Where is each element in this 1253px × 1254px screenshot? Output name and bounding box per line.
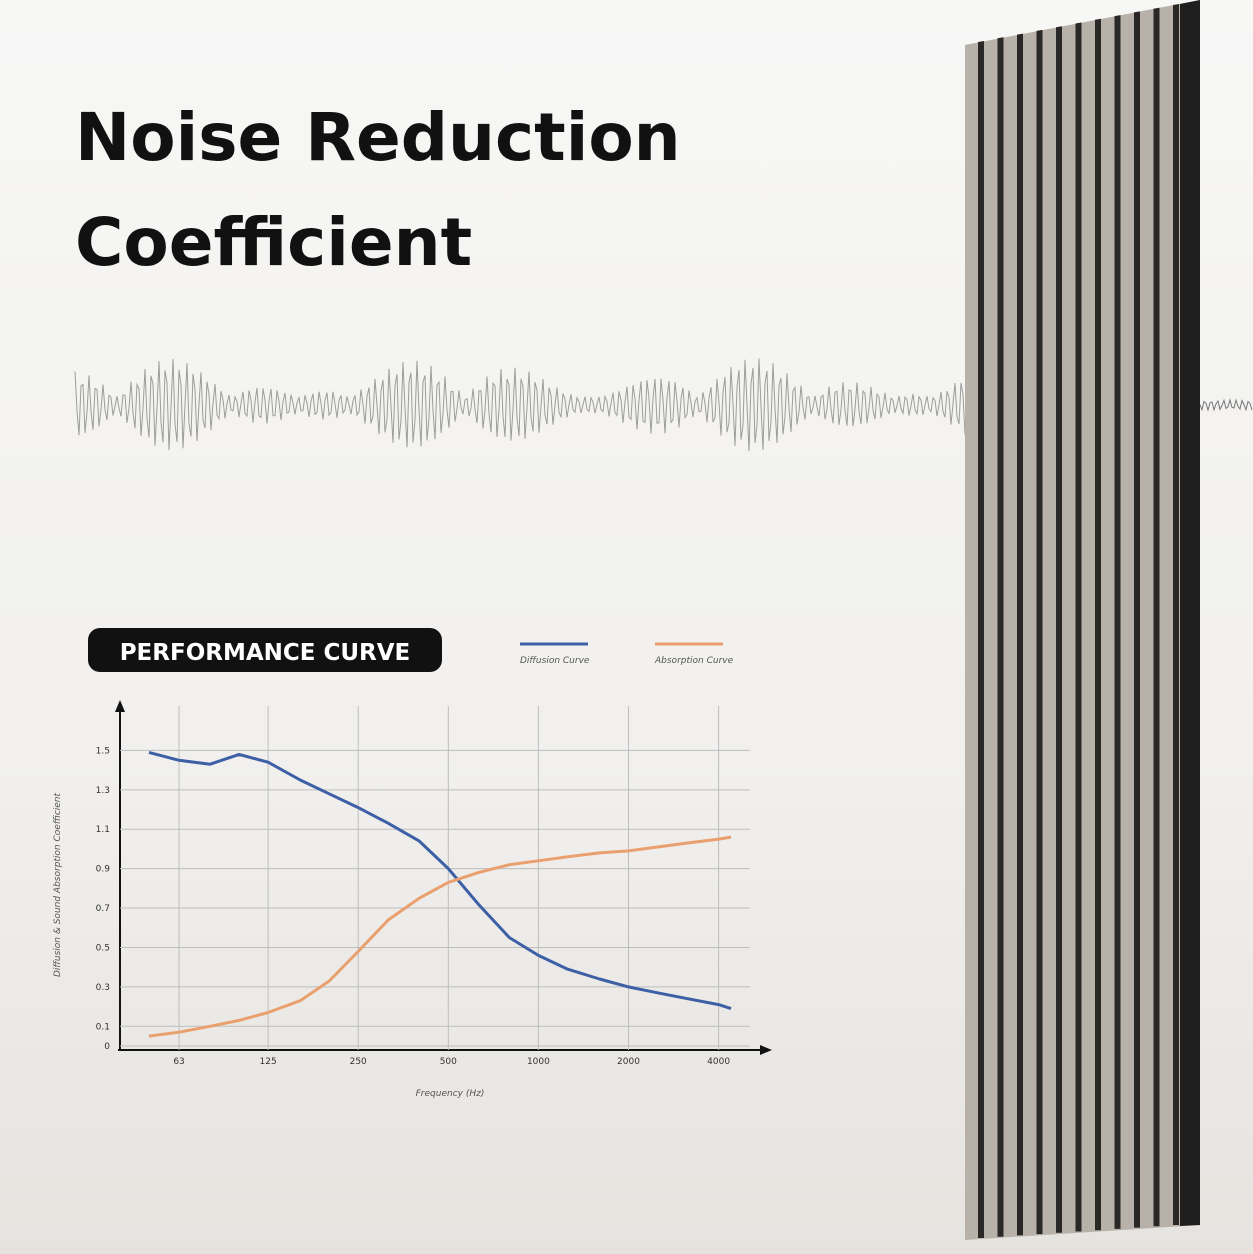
x-tick-label: 2000: [617, 1057, 640, 1067]
slat-gap: [1036, 29, 1043, 1235]
y-tick-label: 1.5: [96, 746, 110, 756]
title-line: Coefficient: [75, 204, 472, 281]
x-tick-label: 63: [173, 1057, 184, 1067]
slat-gap: [1153, 7, 1160, 1227]
x-tick-label: 250: [350, 1057, 367, 1067]
x-tick-label: 500: [440, 1057, 457, 1067]
wave-line: [1199, 398, 1253, 412]
y-tick-label: 0.7: [96, 904, 110, 914]
arrow: [115, 700, 125, 712]
waveform: [74, 358, 1253, 452]
legend-label: Absorption Curve: [654, 656, 734, 666]
badge: [88, 628, 442, 672]
arrow: [760, 1045, 772, 1055]
y-tick-label: 1.3: [96, 786, 110, 796]
slat-gap: [1114, 15, 1121, 1229]
x-axis-label: Frequency (Hz): [416, 1089, 485, 1099]
slat-gap: [1095, 18, 1101, 1231]
slat-gap: [1134, 11, 1140, 1228]
slat-gap: [978, 41, 984, 1238]
badge-text: PERFORMANCE CURVE: [120, 640, 411, 666]
plot: 0 0.1 0.3 0.5 0.7 0.9 1.1 1.3 1.5 63 125 250 500 1000…: [96, 700, 772, 1067]
slat-gap: [1173, 4, 1179, 1225]
title-line: Noise Reduction: [75, 99, 681, 176]
series-line: [148, 835, 732, 1038]
y-tick-label: 0.3: [96, 983, 110, 993]
y-tick-label: 0.1: [96, 1022, 110, 1032]
y-tick-label: 0.9: [96, 865, 111, 875]
slat-gap: [1017, 33, 1023, 1236]
x-tick-label: 1000: [527, 1057, 550, 1067]
wave-line: [74, 358, 1050, 452]
y-tick-label: 1.1: [96, 825, 110, 835]
y-tick-label: 0.5: [96, 943, 110, 953]
series-line: [148, 750, 732, 1011]
slat-gap: [1056, 26, 1062, 1233]
acoustic-panel: [965, 0, 1200, 1240]
y-tick-label: 0: [104, 1042, 110, 1052]
legend-label: Diffusion Curve: [520, 656, 590, 666]
slat-gap: [1075, 22, 1082, 1232]
x-tick-label: 125: [260, 1057, 277, 1067]
slat-gap: [997, 37, 1004, 1237]
x-tick-label: 4000: [707, 1057, 730, 1067]
y-axis-label: Diffusion & Sound Absorption Coefficient: [53, 792, 63, 977]
